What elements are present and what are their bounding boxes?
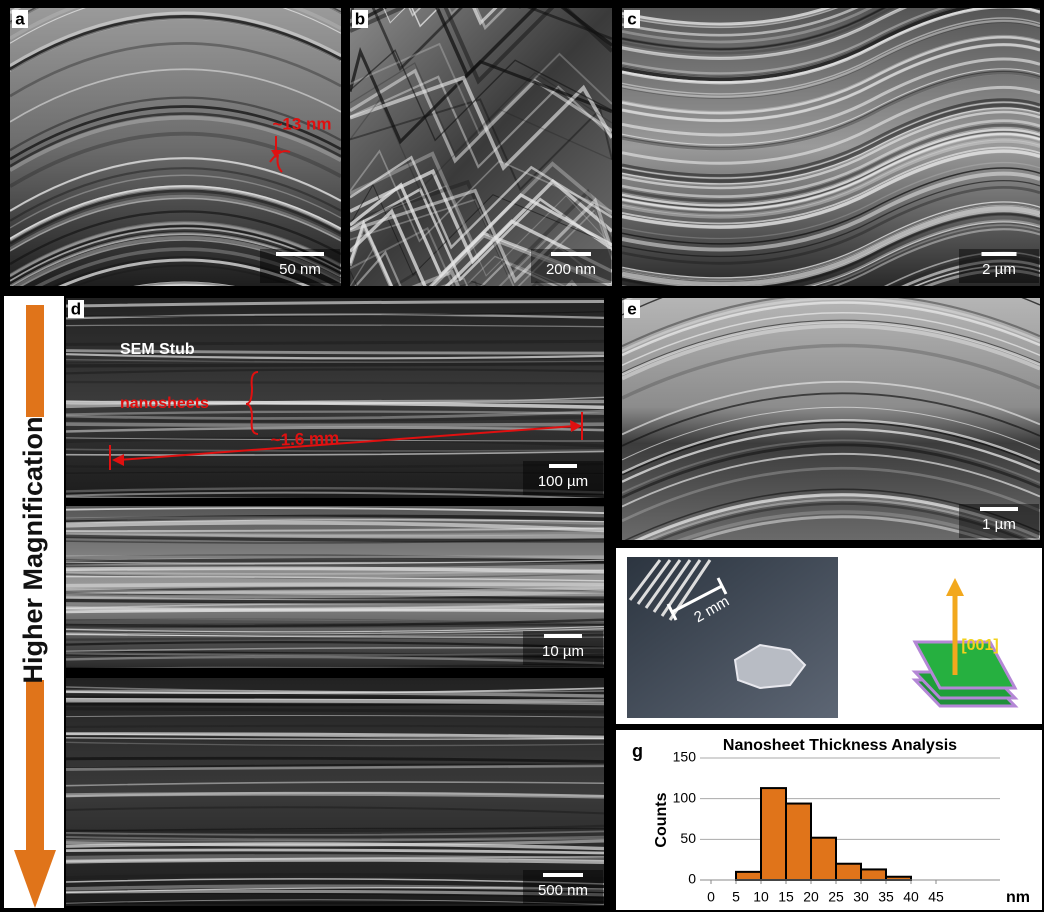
layer-texture — [66, 584, 604, 586]
layer-texture — [66, 364, 604, 366]
scale-bar-label: 2 µm — [982, 261, 1016, 278]
bar — [761, 788, 786, 880]
x-tick-label: 40 — [903, 889, 919, 905]
x-tick-label: 5 — [732, 889, 740, 905]
layer-texture — [66, 860, 604, 862]
side-label: Higher Magnification — [18, 416, 48, 683]
page: { "side_label": "Higher Magnification", … — [0, 0, 1044, 912]
x-tick-label: 25 — [828, 889, 844, 905]
scale-bar — [544, 634, 582, 638]
y-tick-label: 150 — [673, 749, 697, 765]
y-axis-label: Counts — [653, 792, 670, 847]
panel-label: a — [15, 9, 25, 28]
stub-annotation: SEM Stub — [120, 341, 195, 358]
chart-title: Nanosheet Thickness Analysis — [723, 737, 957, 754]
x-tick-label: 20 — [803, 889, 819, 905]
scale-bar — [549, 464, 577, 468]
scale-bar-label: 500 nm — [538, 882, 588, 899]
scale-bar-label: 50 nm — [279, 261, 321, 278]
x-tick-label: 0 — [707, 889, 715, 905]
x-tick-label: 30 — [853, 889, 869, 905]
axis-annotation: [001] — [961, 637, 998, 654]
sheets-annotation: nanosheets — [120, 395, 209, 412]
bar — [861, 869, 886, 880]
image-base — [350, 8, 612, 286]
scale-bar — [276, 252, 324, 256]
panel-label: g — [632, 741, 643, 761]
arrow-top — [26, 305, 44, 417]
panel-label: b — [355, 9, 365, 28]
x-tick-label: 10 — [753, 889, 769, 905]
x-tick-label: 35 — [878, 889, 894, 905]
y-tick-label: 50 — [680, 830, 696, 846]
photo — [627, 557, 838, 718]
layer-texture — [66, 700, 604, 702]
x-axis-label: nm — [1006, 889, 1030, 906]
scale-bar — [980, 507, 1018, 511]
layer-texture — [66, 600, 604, 601]
bar — [836, 864, 861, 880]
bar — [811, 838, 836, 880]
bar — [786, 804, 811, 880]
panel-label: d — [71, 299, 81, 318]
bar — [736, 872, 761, 880]
scale-bar-label: 200 nm — [546, 261, 596, 278]
layer-texture — [66, 557, 604, 558]
scale-bar-label: 100 µm — [538, 473, 588, 490]
y-tick-label: 0 — [688, 871, 696, 887]
panel-label: c — [627, 9, 636, 28]
arrow-shaft — [26, 680, 44, 855]
layer-texture — [66, 382, 604, 383]
scale-bar — [982, 252, 1017, 256]
sem-image — [66, 473, 604, 699]
figure: Higher Magnification a50 nmb200 nmc2 µmd… — [0, 0, 1044, 912]
thickness-annotation: ~13 nm — [272, 114, 331, 133]
x-tick-label: 45 — [928, 889, 944, 905]
x-tick-label: 15 — [778, 889, 794, 905]
y-tick-label: 100 — [673, 789, 697, 805]
scale-bar — [543, 873, 583, 877]
scale-bar — [551, 252, 591, 256]
panel-label: e — [627, 299, 636, 318]
scale-bar-label: 10 µm — [542, 643, 584, 660]
layer-texture — [66, 424, 604, 425]
scale-bar-label: 1 µm — [982, 516, 1016, 533]
